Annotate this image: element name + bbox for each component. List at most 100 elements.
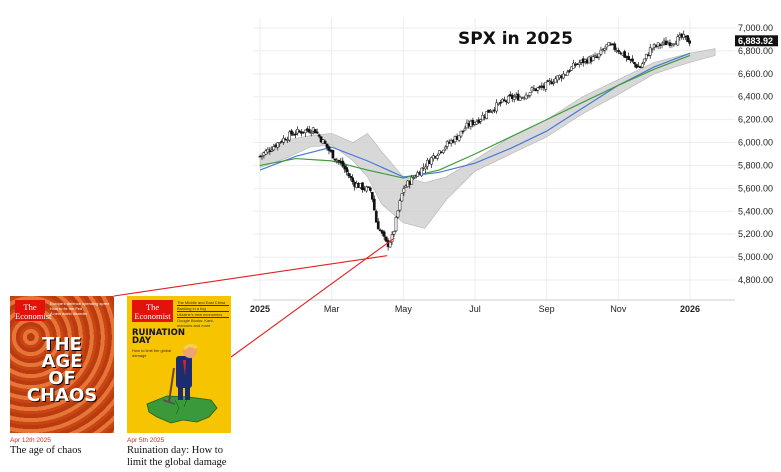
- x-tick-label: Jul: [469, 304, 481, 314]
- candle-body: [309, 132, 313, 134]
- candle-body: [384, 236, 388, 242]
- candle-body: [487, 109, 490, 113]
- candle-body: [591, 56, 595, 61]
- candle-body: [617, 50, 621, 53]
- x-tick-label: 2026: [680, 304, 700, 314]
- candle-body: [382, 231, 386, 237]
- candle-body: [303, 129, 307, 134]
- candle-body: [374, 210, 378, 223]
- candle-body: [503, 99, 506, 102]
- candle-body: [568, 70, 571, 72]
- candle-body: [499, 102, 502, 104]
- cover-caption[interactable]: Ruination day: How to limit the global d…: [127, 445, 227, 468]
- candle-body: [593, 55, 597, 57]
- candle-body: [420, 167, 423, 177]
- y-tick-label: 5,800.00: [738, 160, 773, 170]
- candle-body: [414, 176, 418, 179]
- headline-line: DAY: [132, 336, 151, 346]
- last-price-badge: 6,883.92: [735, 35, 778, 47]
- cover-headline: THE AGE OF CHAOS: [10, 334, 114, 406]
- figure-tie: [183, 360, 186, 376]
- candle-body: [461, 130, 465, 133]
- cover-teasers: The Middle and East China Banking in a f…: [177, 300, 229, 328]
- headline-line: THE: [42, 334, 82, 355]
- candle-body: [595, 56, 599, 59]
- candle-body: [627, 55, 630, 60]
- candle-body: [613, 43, 617, 50]
- annotation-arrows: [113, 237, 395, 358]
- cover-date: Apr 5th 2025: [127, 437, 165, 444]
- figure-leg: [178, 386, 183, 400]
- candle-body: [463, 128, 467, 131]
- candle-body: [349, 176, 353, 178]
- candle-body: [347, 173, 351, 177]
- candle-body: [489, 111, 492, 113]
- teaser-line: Banking in a fog: [177, 306, 229, 312]
- candle-body: [642, 58, 646, 63]
- pickaxe-blade: [162, 399, 176, 405]
- candle-body: [390, 234, 394, 243]
- cover-headline: RUINATION DAY: [132, 329, 185, 346]
- candle-body: [495, 102, 498, 112]
- cover-caption[interactable]: The age of chaos: [10, 445, 82, 456]
- annotation-arrow: [113, 255, 388, 297]
- headline-line: CHAOS: [26, 385, 98, 406]
- candle-body: [398, 200, 402, 211]
- y-tick-label: 6,000.00: [738, 138, 773, 148]
- cover-ruination-day[interactable]: The Economist The Middle and East China …: [127, 296, 231, 433]
- candle-body: [623, 51, 626, 58]
- candle-body: [327, 146, 331, 151]
- grid: [253, 18, 735, 301]
- cover-subheadline: How to limit the global damage: [132, 348, 172, 358]
- candle-body: [270, 149, 274, 152]
- candle-body: [394, 217, 398, 232]
- candle-body: [597, 53, 601, 58]
- candle-body: [272, 146, 276, 151]
- candle-body: [337, 159, 341, 162]
- candle-body: [341, 160, 345, 167]
- y-tick-label: 5,600.00: [738, 183, 773, 193]
- candle-body: [402, 188, 406, 193]
- candle-body: [544, 82, 548, 90]
- candle-body: [370, 191, 374, 200]
- candle-body: [351, 177, 354, 183]
- candle-body: [307, 129, 311, 133]
- candle-body: [506, 95, 510, 103]
- candle-body: [369, 187, 372, 191]
- candle-body: [686, 35, 690, 42]
- candle-body: [424, 166, 427, 170]
- candle-body: [459, 130, 463, 137]
- candle-body: [572, 62, 575, 69]
- x-tick-label: Sep: [539, 304, 555, 314]
- figure-leg: [185, 386, 190, 400]
- candle-body: [640, 63, 644, 68]
- y-tick-label: 6,600.00: [738, 69, 773, 79]
- candle-body: [367, 186, 370, 188]
- x-tick-label: Mar: [324, 304, 340, 314]
- headline-line: AGE: [41, 351, 83, 372]
- candle-body: [260, 154, 264, 157]
- candle-body: [290, 130, 293, 135]
- ruination-illustration: [146, 343, 218, 424]
- candle-body: [292, 134, 295, 136]
- candle-body: [319, 136, 323, 143]
- annotation-arrow: [230, 237, 395, 358]
- candle-body: [457, 135, 461, 141]
- candle-body: [688, 40, 691, 44]
- candle-body: [388, 242, 392, 248]
- candle-body: [317, 134, 321, 137]
- chart-title: SPX in 2025: [458, 29, 573, 49]
- cover-teasers: Europe's defence spending spree How to f…: [50, 301, 110, 316]
- moving-average-line: [259, 54, 691, 179]
- candle-body: [524, 94, 528, 100]
- cover-age-of-chaos[interactable]: The Economist Europe's defence spending …: [10, 296, 114, 433]
- moving-averages: [259, 52, 691, 179]
- headline-line: OF: [48, 368, 76, 389]
- candle-body: [556, 75, 559, 81]
- x-tick-label: May: [395, 304, 413, 314]
- teaser-line: Google Books: Kant, memoirs and more: [177, 318, 214, 328]
- candle-body: [562, 73, 565, 79]
- economist-logo: The Economist: [132, 300, 173, 322]
- y-tick-label: 5,000.00: [738, 252, 773, 262]
- teaser-line: A new world disorder: [50, 311, 88, 316]
